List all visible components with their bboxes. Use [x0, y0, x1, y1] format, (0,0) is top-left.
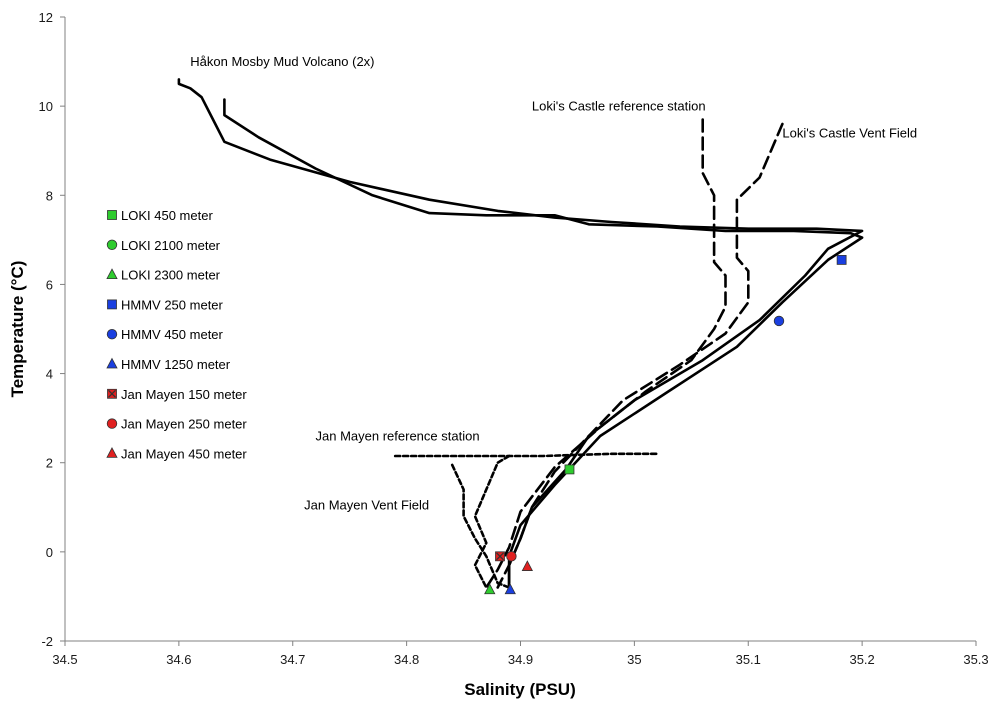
legend-label: Jan Mayen 450 meter — [121, 446, 247, 461]
data-marker — [504, 583, 516, 595]
series-line-2 — [223, 98, 864, 589]
annotation-label: Loki's Castle reference station — [532, 99, 706, 114]
annotation-label: Jan Mayen Vent Field — [304, 498, 429, 513]
annotation-layer: Håkon Mosby Mud Volcano (2x) Loki's Castl… — [190, 54, 917, 512]
x-axis-title: Salinity (PSU) — [464, 680, 575, 699]
y-tick-label: 6 — [46, 277, 53, 292]
legend-symbol — [106, 357, 118, 369]
legend-symbol — [106, 418, 118, 429]
series-line-6 — [473, 454, 511, 589]
series-line-1 — [177, 78, 864, 591]
x-tick-label: 35.2 — [849, 652, 874, 667]
annotation-label: Håkon Mosby Mud Volcano (2x) — [190, 54, 374, 69]
legend-label: HMMV 250 meter — [121, 297, 224, 312]
y-tick-label: 2 — [46, 456, 53, 471]
series-line-4 — [496, 122, 784, 589]
y-tick-label: -2 — [41, 634, 53, 649]
legend-item: LOKI 2300 meter — [106, 268, 221, 283]
data-marker — [836, 255, 847, 265]
legend-symbol — [106, 239, 118, 251]
series-line-5 — [393, 452, 659, 458]
annotation-label: Jan Mayen reference station — [316, 428, 480, 443]
legend-label: Jan Mayen 150 meter — [121, 387, 247, 402]
legend-symbol — [107, 210, 117, 220]
legend-symbol — [107, 388, 117, 399]
legend-label: LOKI 2100 meter — [121, 238, 221, 253]
x-tick-label: 34.6 — [166, 652, 191, 667]
data-marker — [484, 583, 496, 595]
series-line-7 — [450, 463, 511, 589]
legend-label: LOKI 450 meter — [121, 208, 213, 223]
series-layer — [177, 78, 864, 591]
y-axis-title: Temperature (°C) — [8, 261, 27, 398]
data-marker — [495, 551, 505, 562]
y-tick-label: 12 — [39, 10, 53, 25]
legend-item: HMMV 450 meter — [106, 327, 224, 342]
legend-symbol — [106, 268, 118, 280]
x-tick-label: 35 — [627, 652, 641, 667]
x-tick-label: 34.8 — [394, 652, 419, 667]
y-tick-label: 4 — [46, 367, 53, 382]
legend-label: HMMV 450 meter — [121, 327, 224, 342]
legend-symbol — [106, 329, 118, 340]
x-tick-label: 34.7 — [280, 652, 305, 667]
data-marker — [521, 560, 533, 571]
series-line-3 — [485, 118, 727, 589]
legend-item: HMMV 250 meter — [107, 297, 224, 312]
annotation-label: Loki's Castle Vent Field — [782, 125, 917, 140]
legend-symbol — [106, 447, 118, 458]
legend-label: LOKI 2300 meter — [121, 268, 221, 283]
ticks: 34.5 34.6 34.7 34.8 34.9 35 35.1 35.2 35.3 -2 0 2 4 6… — [39, 10, 989, 667]
x-tick-label: 35.3 — [963, 652, 988, 667]
y-tick-label: 10 — [39, 99, 53, 114]
x-tick-label: 34.9 — [508, 652, 533, 667]
x-tick-label: 34.5 — [52, 652, 77, 667]
legend-item: Jan Mayen 150 meter — [107, 387, 247, 402]
legend-symbol — [107, 299, 117, 310]
data-marker — [506, 551, 517, 562]
x-tick-label: 35.1 — [736, 652, 761, 667]
legend-label: HMMV 1250 meter — [121, 357, 231, 372]
y-tick-label: 0 — [46, 545, 53, 560]
data-marker — [773, 315, 785, 327]
legend-label: Jan Mayen 250 meter — [121, 417, 247, 432]
legend-item: LOKI 450 meter — [107, 208, 213, 223]
legend-item: LOKI 2100 meter — [106, 238, 221, 253]
y-tick-label: 8 — [46, 188, 53, 203]
legend-item: Jan Mayen 250 meter — [106, 417, 247, 432]
legend-item: Jan Mayen 450 meter — [106, 446, 247, 461]
legend-item: HMMV 1250 meter — [106, 357, 231, 372]
marker-layer — [484, 255, 847, 595]
legend: LOKI 450 meter LOKI 2100 meter LOKI 2300 m… — [106, 208, 247, 461]
data-marker — [564, 464, 575, 475]
